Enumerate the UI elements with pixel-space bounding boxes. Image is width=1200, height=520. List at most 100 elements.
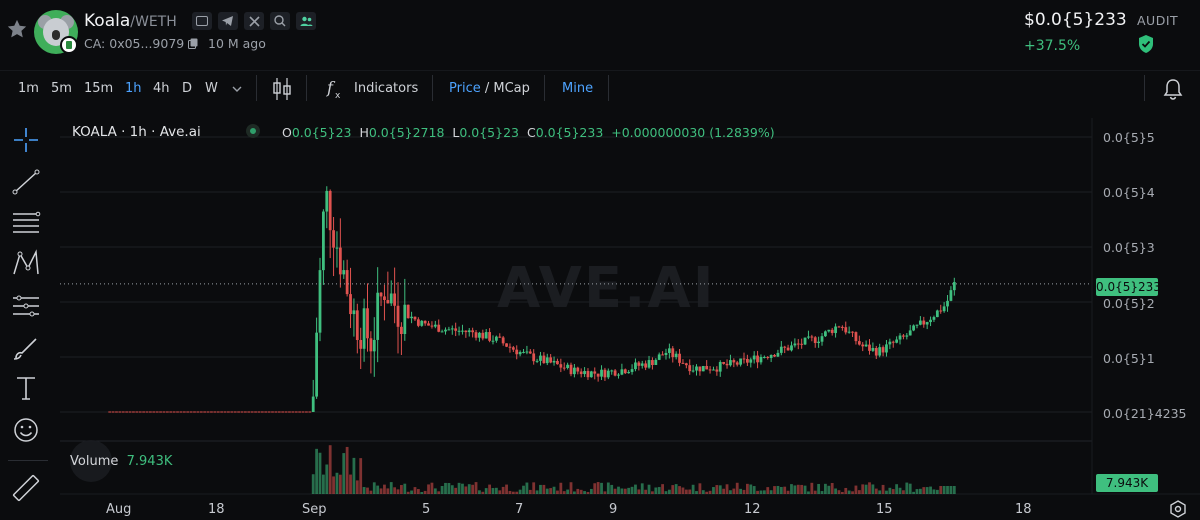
price-toggle[interactable]: Price — [449, 81, 481, 96]
star-icon[interactable] — [6, 18, 28, 40]
volume-bar — [617, 486, 620, 494]
timeframe-1m[interactable]: 1m — [18, 81, 39, 96]
shield-check-icon[interactable] — [1138, 35, 1154, 53]
candle-body — [837, 326, 841, 328]
volume-bar — [942, 486, 946, 494]
candle-body — [467, 330, 471, 333]
candle-body — [135, 411, 139, 413]
candle-body — [671, 348, 675, 358]
x-tick-label: 12 — [744, 502, 761, 517]
prediction-icon[interactable] — [10, 290, 42, 322]
volume-bar — [461, 483, 464, 494]
volume-bar — [647, 484, 651, 494]
volume-bar — [800, 484, 804, 494]
candle-body — [216, 411, 220, 413]
fib-retracement-icon[interactable] — [10, 208, 42, 240]
search-icon[interactable] — [270, 12, 290, 30]
x-icon[interactable] — [244, 12, 264, 30]
candle-body — [813, 337, 817, 344]
candle-body — [539, 355, 542, 361]
volume-bar — [661, 484, 664, 494]
timeframe-5m[interactable]: 5m — [51, 81, 72, 96]
trendline-icon[interactable] — [10, 166, 42, 198]
candle-body — [559, 364, 563, 368]
x-tick-label: Sep — [302, 502, 327, 517]
contract-address[interactable]: CA: 0x05...9079 — [84, 36, 198, 51]
alert-bell-icon[interactable] — [1162, 77, 1184, 101]
candle-body — [464, 330, 468, 333]
candle-body — [762, 356, 766, 358]
web-icon[interactable] — [192, 12, 212, 30]
volume-bar — [383, 484, 386, 494]
mine-button[interactable]: Mine — [562, 81, 594, 96]
candle-body — [773, 354, 776, 357]
timeframe-d[interactable]: D — [182, 81, 193, 96]
timeframe-1h[interactable]: 1h — [125, 81, 142, 96]
candle-body — [478, 332, 481, 338]
telegram-icon[interactable] — [218, 12, 238, 30]
candlestick-type-icon[interactable] — [272, 77, 292, 101]
price-mcap-toggle[interactable]: Price / MCap — [449, 81, 530, 96]
volume-bar — [515, 491, 519, 494]
volume-bar — [769, 490, 773, 494]
indicators-button[interactable]: Indicators — [354, 81, 419, 96]
copy-icon[interactable] — [188, 38, 198, 49]
candle-body — [932, 317, 936, 320]
timeframe-15m[interactable]: 15m — [84, 81, 114, 96]
candle-body — [427, 323, 430, 326]
candle-body — [918, 320, 922, 325]
candle-body — [484, 332, 488, 339]
volume-bar — [637, 489, 641, 494]
candle-body — [742, 358, 746, 360]
chevron-down-icon[interactable] — [232, 85, 242, 93]
timeframe-4h[interactable]: 4h — [153, 81, 170, 96]
pattern-icon[interactable] — [10, 248, 42, 280]
emoji-icon[interactable] — [10, 414, 42, 446]
candle-body — [118, 411, 122, 413]
volume-bar — [664, 491, 668, 494]
audit-label[interactable]: AUDIT — [1137, 13, 1179, 28]
ruler-icon[interactable] — [10, 472, 42, 504]
volume-bar — [467, 484, 471, 494]
social-links — [192, 12, 316, 30]
volume-bar — [871, 484, 875, 494]
x-tick-label: 9 — [609, 502, 618, 517]
volume-bar — [338, 474, 342, 494]
candle-body — [450, 328, 454, 330]
text-tool-icon[interactable] — [10, 372, 42, 404]
volume-bar — [542, 484, 546, 494]
volume-bar — [824, 483, 827, 494]
community-icon[interactable] — [296, 12, 316, 30]
volume-bar — [891, 489, 895, 494]
volume-bar — [457, 482, 461, 494]
volume-bar — [620, 488, 624, 494]
candle-body — [912, 325, 915, 331]
chain-badge-icon — [60, 36, 78, 54]
volume-bar — [345, 446, 349, 494]
candle-body — [881, 347, 885, 353]
candle-body — [444, 329, 447, 332]
chart-settings-icon[interactable] — [1169, 500, 1187, 518]
candle-body — [423, 320, 427, 324]
volume-bar — [606, 482, 610, 494]
candle-body — [230, 411, 234, 413]
volume-bar — [589, 488, 593, 494]
crosshair-icon[interactable] — [10, 124, 42, 156]
volume-bar — [372, 482, 376, 494]
volume-bar — [562, 491, 566, 494]
brush-icon[interactable] — [10, 332, 42, 364]
volume-bar — [545, 488, 549, 494]
token-title: Koala/WETH — [84, 11, 177, 31]
volume-legend: Volume 7.943K — [70, 454, 173, 469]
candle-body — [786, 347, 790, 351]
mcap-toggle[interactable]: MCap — [493, 81, 530, 96]
candle-body — [437, 324, 441, 332]
volume-bar — [735, 482, 739, 494]
timeframe-w[interactable]: W — [205, 81, 218, 96]
volume-bar — [902, 490, 905, 494]
volume-bar — [864, 484, 868, 494]
candle-body — [647, 360, 651, 368]
candle-body — [708, 369, 712, 371]
